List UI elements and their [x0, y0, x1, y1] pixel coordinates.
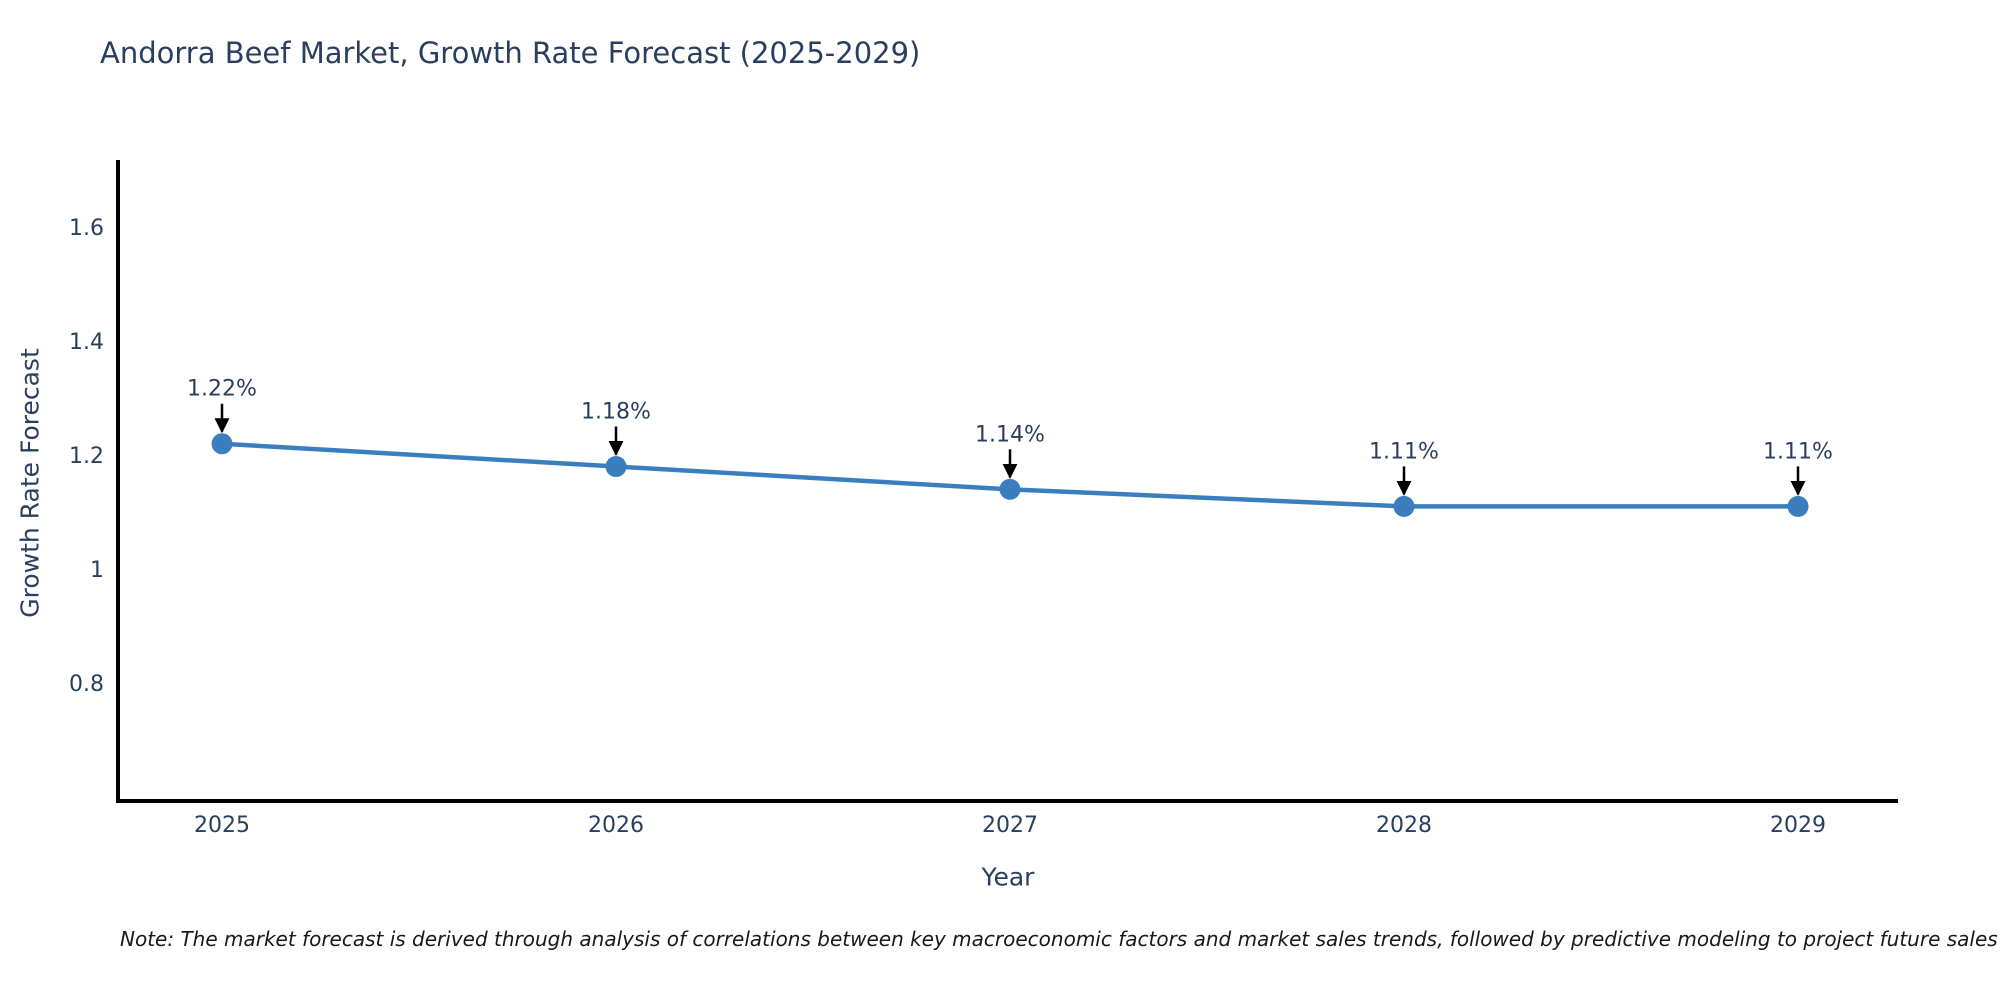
data-point-marker: [605, 456, 627, 478]
y-tick-label: 1.6: [69, 216, 104, 241]
annotation-label: 1.11%: [1369, 439, 1439, 464]
annotation-label: 1.14%: [975, 422, 1045, 447]
data-point-marker: [211, 433, 233, 455]
y-tick-label: 0.8: [69, 672, 104, 697]
y-tick-label: 1.4: [69, 330, 104, 355]
annotation-label: 1.22%: [187, 377, 257, 402]
data-point-marker: [1787, 495, 1809, 517]
x-tick-label: 2027: [982, 813, 1038, 838]
data-point-marker: [1393, 495, 1415, 517]
x-axis-title: Year: [981, 862, 1035, 892]
annotation-label: 1.18%: [581, 400, 651, 425]
series-layer: [211, 433, 1809, 517]
data-point-marker: [999, 478, 1021, 500]
axis-lines: [116, 160, 1898, 803]
x-tick-label: 2026: [588, 813, 644, 838]
y-tick-label: 1: [90, 558, 104, 583]
axes-layer: [116, 160, 1898, 803]
y-tick-label: 1.2: [69, 444, 104, 469]
x-tick-label: 2029: [1770, 813, 1826, 838]
footnote: Note: The market forecast is derived thr…: [120, 927, 1998, 951]
chart-title: Andorra Beef Market, Growth Rate Forecas…: [100, 36, 921, 70]
annotations-layer: 1.22% 1.18% 1.14% 1.11% 1.11%: [187, 377, 1833, 496]
x-tick-label: 2025: [194, 813, 250, 838]
x-tick-label: 2028: [1376, 813, 1432, 838]
annotation-label: 1.11%: [1763, 439, 1833, 464]
ticks-layer: 0.8 1 1.2 1.4 1.6 2025 2026 2027 2028 2029: [69, 216, 1826, 838]
